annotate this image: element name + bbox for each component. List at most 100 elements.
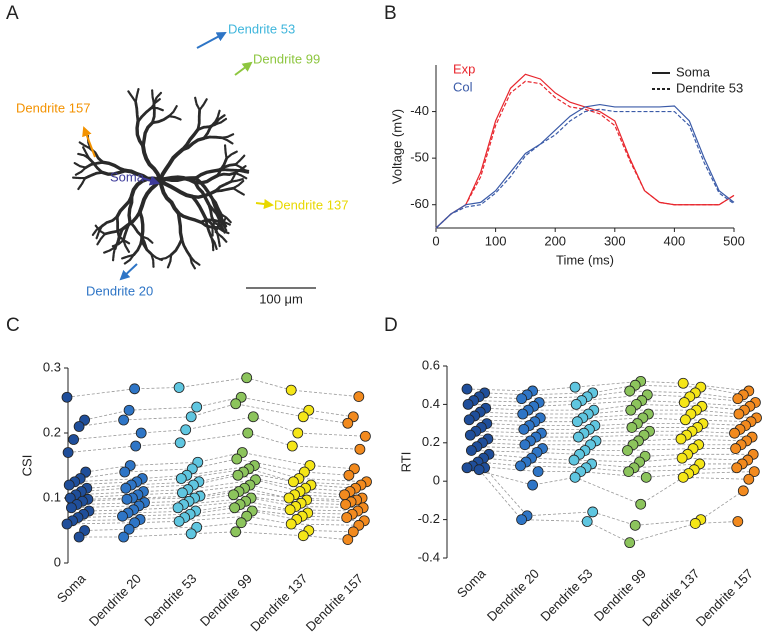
data-point xyxy=(635,498,647,510)
x-tick-label: Dendrite 53 xyxy=(537,566,595,624)
dendrite-branch xyxy=(158,178,181,216)
data-point xyxy=(573,431,584,443)
data-point xyxy=(230,526,242,538)
dendrite-branch xyxy=(198,98,208,112)
y-tick-label: -0.4 xyxy=(418,549,440,564)
data-point xyxy=(569,471,581,483)
pairing-line xyxy=(478,469,738,544)
y-tick-label: 0.4 xyxy=(422,396,440,411)
x-tick-label: 100 xyxy=(485,233,507,248)
pairing-line xyxy=(84,522,354,533)
data-point xyxy=(297,411,309,423)
y-tick-label: 0.1 xyxy=(43,489,61,504)
dendrite-branch xyxy=(83,170,104,180)
dendrite-branch xyxy=(189,255,197,270)
dendrite-branch xyxy=(114,235,121,250)
pairing-line xyxy=(71,497,364,509)
arrow xyxy=(82,126,96,158)
data-point xyxy=(228,489,239,501)
dendrite-branch xyxy=(207,202,216,225)
pairing-line xyxy=(85,452,355,473)
pairing-line xyxy=(75,479,345,496)
data-point xyxy=(343,469,355,481)
dendrite-branch xyxy=(123,253,135,265)
data-point xyxy=(680,414,691,426)
dendrite-branch xyxy=(134,87,140,104)
dendrite-branch xyxy=(190,194,208,221)
dendrite-branch xyxy=(194,96,201,112)
neuron-morphology xyxy=(72,87,250,270)
data-point xyxy=(624,385,636,397)
dendrite-branch xyxy=(100,215,119,228)
y-tick-label: -60 xyxy=(410,196,429,211)
data-point xyxy=(678,397,690,408)
dendrite-branch xyxy=(202,121,217,140)
data-point xyxy=(519,439,531,451)
dendrite-branch xyxy=(180,237,192,258)
dendrite-branch xyxy=(138,210,145,240)
dendrite-branch xyxy=(232,179,245,190)
dendrite-branch xyxy=(73,161,87,169)
dendrite-branch xyxy=(234,154,246,166)
dendrite-branch xyxy=(87,157,104,174)
data-point xyxy=(135,427,147,439)
data-point xyxy=(518,423,530,435)
data-point xyxy=(676,452,688,464)
dendrite-branch xyxy=(220,136,234,145)
arrow xyxy=(141,175,160,186)
dendrite-branch xyxy=(176,211,184,241)
dendrite-branch xyxy=(232,187,245,196)
data-point xyxy=(461,462,473,474)
dendrite-branch xyxy=(140,235,148,250)
dendrite-branch xyxy=(100,168,128,176)
dendrite-branch xyxy=(225,150,238,160)
dendrite-branch xyxy=(150,252,155,268)
dendrite-branch xyxy=(127,194,134,224)
dendrite-branch xyxy=(122,239,131,253)
data-point xyxy=(123,523,135,535)
data-point xyxy=(733,408,745,420)
data-point xyxy=(587,506,599,518)
dendrite-label: Dendrite 157 xyxy=(16,100,90,115)
x-tick-label: 300 xyxy=(604,233,626,248)
data-point xyxy=(689,518,701,529)
dendrite-branch xyxy=(135,119,145,148)
dendrite-label: Dendrite 20 xyxy=(86,283,153,298)
y-axis-title: Voltage (mV) xyxy=(389,109,404,184)
data-point xyxy=(180,424,192,436)
data-point xyxy=(235,517,247,529)
dendrite-branch xyxy=(199,218,220,224)
data-point xyxy=(568,454,580,466)
pairing-line xyxy=(79,403,348,427)
pairing-line xyxy=(70,484,363,499)
dendrite-branch xyxy=(193,173,220,185)
dendrite-branch xyxy=(167,105,178,118)
pairing-line xyxy=(66,515,359,526)
dendrite-branch xyxy=(141,121,155,148)
data-point xyxy=(571,416,583,428)
data-point xyxy=(623,466,634,478)
voltage-trace xyxy=(435,80,735,229)
pairing-line xyxy=(82,491,352,503)
dendrite-branch xyxy=(214,180,233,193)
data-point xyxy=(354,443,366,455)
dendrite-branch xyxy=(234,165,247,175)
legend-label: Col xyxy=(453,79,473,94)
dendrite-branch xyxy=(158,253,173,261)
dendrite-branch xyxy=(180,127,200,152)
data-point xyxy=(230,398,242,410)
pairing-line xyxy=(468,400,750,407)
dendrite-branch xyxy=(127,90,137,104)
data-point xyxy=(464,429,476,441)
data-point xyxy=(62,447,74,458)
data-point xyxy=(247,411,259,423)
dendrite-branch xyxy=(151,89,155,105)
data-point xyxy=(172,502,184,514)
data-point xyxy=(359,430,371,442)
pairing-line xyxy=(474,413,757,419)
dendrite-branch xyxy=(103,227,124,236)
pairing-line xyxy=(480,409,739,415)
data-point xyxy=(173,516,185,527)
pairing-line xyxy=(472,465,755,478)
x-tick-label: Dendrite 137 xyxy=(247,571,310,634)
